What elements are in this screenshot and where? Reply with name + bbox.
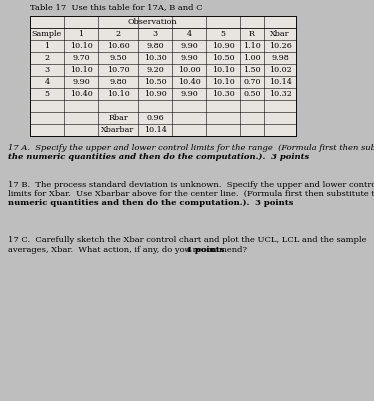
Text: 1: 1 xyxy=(45,42,50,50)
Text: 9.98: 9.98 xyxy=(271,54,289,62)
Text: 10.10: 10.10 xyxy=(212,78,234,86)
Text: Xbar: Xbar xyxy=(270,30,290,38)
Text: Xbarbar: Xbarbar xyxy=(101,126,135,134)
Text: 17 A.  Specify the upper and lower control limits for the range  (Formula first : 17 A. Specify the upper and lower contro… xyxy=(8,144,374,152)
Text: Table 17  Use this table for 17A, B and C: Table 17 Use this table for 17A, B and C xyxy=(30,3,202,11)
Text: 10.26: 10.26 xyxy=(269,42,291,50)
Text: 9.80: 9.80 xyxy=(109,78,127,86)
Text: 2: 2 xyxy=(45,54,50,62)
Text: 1.50: 1.50 xyxy=(243,66,261,74)
Text: 17 C.  Carefully sketch the Xbar control chart and plot the UCL, LCL and the sam: 17 C. Carefully sketch the Xbar control … xyxy=(8,237,367,245)
Text: 5: 5 xyxy=(45,90,49,98)
Text: 10.50: 10.50 xyxy=(144,78,166,86)
Text: 1.00: 1.00 xyxy=(243,54,261,62)
Text: the numeric quantities and then do the computation.).  3 points: the numeric quantities and then do the c… xyxy=(8,153,309,161)
Text: 9.90: 9.90 xyxy=(72,78,90,86)
Text: 10.10: 10.10 xyxy=(70,42,92,50)
Text: 17 B.  The process standard deviation is unknown.  Specify the upper and lower c: 17 B. The process standard deviation is … xyxy=(8,180,374,188)
Text: 10.30: 10.30 xyxy=(212,90,234,98)
Text: 9.70: 9.70 xyxy=(72,54,90,62)
Text: 10.30: 10.30 xyxy=(144,54,166,62)
Text: 10.60: 10.60 xyxy=(107,42,129,50)
Text: 10.50: 10.50 xyxy=(212,54,234,62)
Text: 1: 1 xyxy=(79,30,83,38)
Text: 10.90: 10.90 xyxy=(212,42,234,50)
Text: 9.90: 9.90 xyxy=(180,54,198,62)
Text: 0.96: 0.96 xyxy=(146,114,164,122)
Text: numeric quantities and then do the computation.).  3 points: numeric quantities and then do the compu… xyxy=(8,199,294,207)
Text: Rbar: Rbar xyxy=(108,114,128,122)
Text: 10.32: 10.32 xyxy=(269,90,291,98)
Text: limits for Xbar.  Use Xbarbar above for the center line.  (Formula first then su: limits for Xbar. Use Xbarbar above for t… xyxy=(8,190,374,198)
Text: 4: 4 xyxy=(45,78,50,86)
Text: 10.90: 10.90 xyxy=(144,90,166,98)
Text: 4 points: 4 points xyxy=(186,246,224,254)
Text: 10.10: 10.10 xyxy=(212,66,234,74)
Text: 4: 4 xyxy=(186,30,191,38)
Text: 9.80: 9.80 xyxy=(146,42,164,50)
Text: 10.14: 10.14 xyxy=(269,78,291,86)
Text: 10.02: 10.02 xyxy=(269,66,291,74)
Text: 3: 3 xyxy=(153,30,157,38)
Text: 0.70: 0.70 xyxy=(243,78,261,86)
Text: 10.10: 10.10 xyxy=(70,66,92,74)
Text: averages, Xbar.  What action, if any, do you recommend?: averages, Xbar. What action, if any, do … xyxy=(8,246,252,254)
Text: 9.50: 9.50 xyxy=(109,54,127,62)
Text: 2: 2 xyxy=(116,30,120,38)
Text: 10.70: 10.70 xyxy=(107,66,129,74)
Text: 0.50: 0.50 xyxy=(243,90,261,98)
Text: R: R xyxy=(249,30,255,38)
Text: Sample: Sample xyxy=(32,30,62,38)
Text: 5: 5 xyxy=(221,30,226,38)
Text: 3: 3 xyxy=(45,66,50,74)
Text: 10.40: 10.40 xyxy=(70,90,92,98)
Bar xyxy=(30,16,296,136)
Text: 10.40: 10.40 xyxy=(178,78,200,86)
Text: 9.90: 9.90 xyxy=(180,90,198,98)
Text: 9.90: 9.90 xyxy=(180,42,198,50)
Text: 10.14: 10.14 xyxy=(144,126,166,134)
Text: 1.10: 1.10 xyxy=(243,42,261,50)
Text: 10.10: 10.10 xyxy=(107,90,129,98)
Text: Observation: Observation xyxy=(127,18,177,26)
Text: 10.00: 10.00 xyxy=(178,66,200,74)
Text: 9.20: 9.20 xyxy=(146,66,164,74)
